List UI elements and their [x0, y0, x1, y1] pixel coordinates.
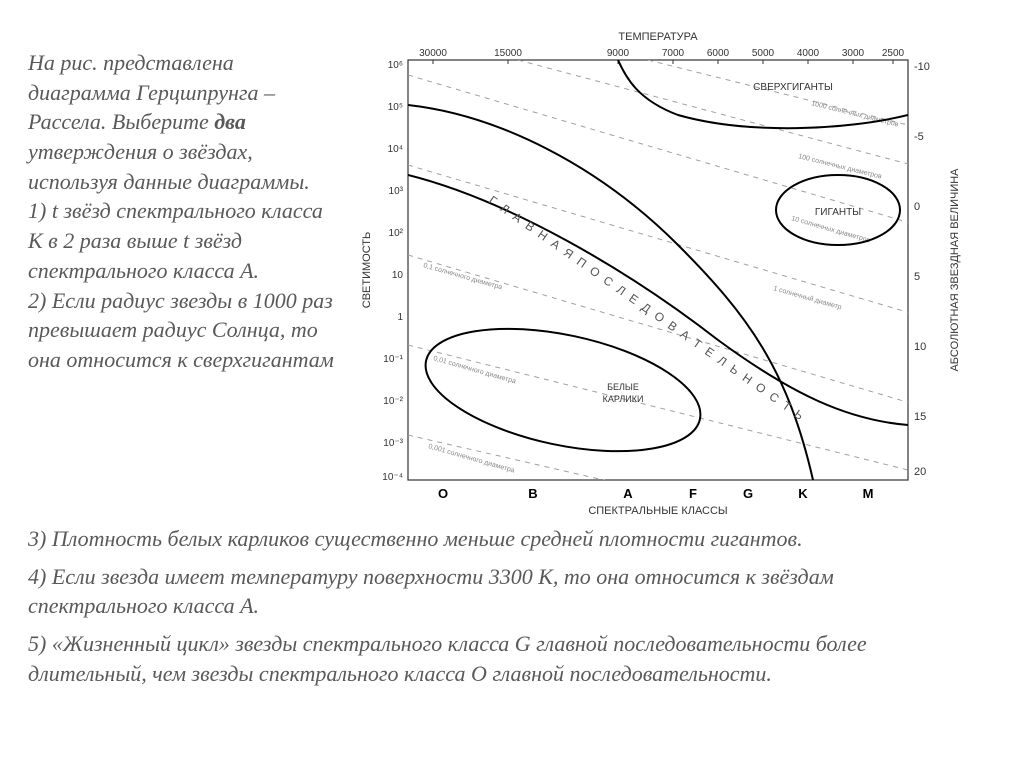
item-5: 5) «Жизненный цикл» звезды спектрального…: [28, 629, 958, 688]
absmag-tick: 5: [914, 271, 920, 283]
question-text-left: На рис. представлена диаграмма Герцшпрун…: [28, 48, 338, 375]
lum-tick: 10⁻⁴: [382, 472, 403, 483]
item-4: 4) Если звезда имеет температуру поверхн…: [28, 562, 958, 621]
spectral-tick: M: [863, 486, 874, 501]
page: На рис. представлена диаграмма Герцшпрун…: [0, 0, 1024, 767]
lum-tick: 10⁻²: [383, 396, 403, 407]
spectral-tick: G: [743, 486, 753, 501]
giants-label: ГИГАНТЫ: [815, 207, 861, 218]
temp-tick: 3000: [842, 48, 865, 59]
hr-diagram: 30000 15000 9000 7000 6000 5000 4000 300…: [348, 20, 988, 516]
lum-tick: 10⁻¹: [383, 354, 403, 365]
spectral-tick: A: [623, 486, 633, 501]
absmag-tick: 20: [914, 466, 926, 478]
absmag-tick: 10: [914, 341, 926, 353]
axis-title-top: ТЕМПЕРАТУРА: [618, 31, 698, 43]
lum-tick: 1: [397, 312, 403, 323]
lum-tick: 10²: [389, 228, 404, 239]
temp-tick: 5000: [752, 48, 775, 59]
temp-axis-ticks: 30000 15000 9000 7000 6000 5000 4000 300…: [419, 48, 904, 59]
lum-tick: 10⁴: [388, 144, 403, 155]
plot-border: [408, 60, 908, 480]
absmag-axis-ticks: -10 -5 0 5 10 15 20: [914, 61, 930, 478]
luminosity-axis-ticks: 10⁶ 10⁵ 10⁴ 10³ 10² 10 1 10⁻¹ 10⁻² 10⁻³ …: [382, 60, 403, 483]
absmag-tick: 0: [914, 201, 920, 213]
temp-tick: 30000: [419, 48, 447, 59]
lum-tick: 10: [392, 270, 404, 281]
item-1: 1) t звёзд спектрального класса K в 2 ра…: [28, 198, 323, 282]
white-dwarfs-label-line1: БЕЛЫЕ: [607, 382, 639, 392]
absmag-tick: -10: [914, 61, 930, 73]
temp-tick: 9000: [607, 48, 630, 59]
temp-tick: 2500: [882, 48, 905, 59]
intro-part-b: утверждения о звёздах, используя данные …: [28, 139, 310, 194]
temp-tick: 15000: [494, 48, 522, 59]
spectral-axis-ticks: O B A F G K M: [438, 486, 873, 501]
item-3: 3) Плотность белых карликов существенно …: [28, 524, 958, 554]
lum-tick: 10³: [389, 186, 404, 197]
hr-diagram-svg: 30000 15000 9000 7000 6000 5000 4000 300…: [348, 20, 988, 516]
supergiants-label: СВЕРХГИГАНТЫ: [753, 82, 833, 93]
temp-tick: 4000: [797, 48, 820, 59]
absmag-tick: -5: [914, 131, 924, 143]
intro-bold: два: [214, 109, 246, 134]
axis-title-right: АБСОЛЮТНАЯ ЗВЕЗДНАЯ ВЕЛИЧИНА: [949, 168, 961, 372]
temp-tick: 7000: [662, 48, 685, 59]
axis-title-bottom: СПЕКТРАЛЬНЫЕ КЛАССЫ: [588, 505, 727, 516]
lum-tick: 10⁵: [388, 102, 403, 113]
spectral-tick: B: [528, 486, 537, 501]
spectral-tick: O: [438, 486, 448, 501]
question-text-bottom: 3) Плотность белых карликов существенно …: [28, 524, 958, 696]
absmag-tick: 15: [914, 411, 926, 423]
white-dwarfs-label-line2: КАРЛИКИ: [603, 394, 644, 404]
axis-title-left: СВЕТИМОСТЬ: [361, 232, 373, 308]
spectral-tick: F: [689, 486, 697, 501]
lum-tick: 10⁶: [388, 60, 403, 71]
item-2: 2) Если радиус звезды в 1000 раз превыша…: [28, 288, 334, 372]
lum-tick: 10⁻³: [383, 438, 403, 449]
temp-tick: 6000: [707, 48, 730, 59]
spectral-tick: K: [798, 486, 808, 501]
